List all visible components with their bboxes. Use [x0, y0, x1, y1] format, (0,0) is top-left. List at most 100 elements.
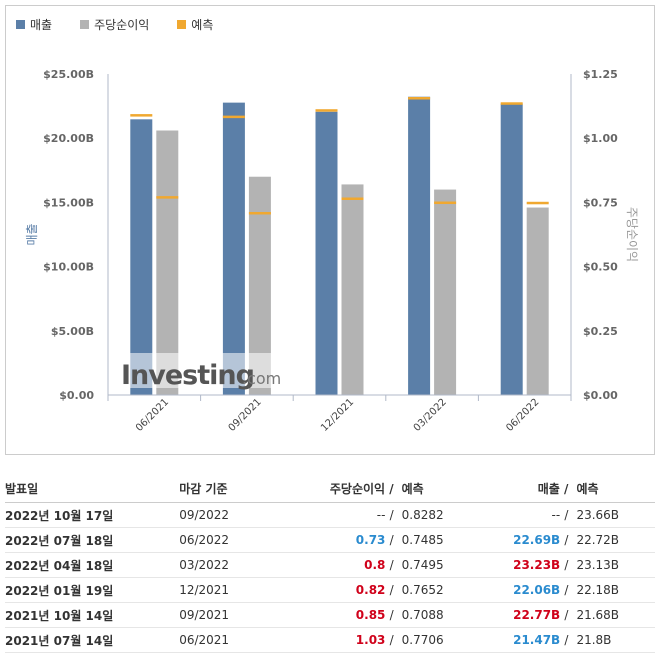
eps-actual-value: 1.03: [355, 633, 386, 647]
legend-swatch-forecast: [177, 19, 187, 29]
revenue-forecast-mark: [130, 114, 153, 117]
cell-revenue: -- /: [475, 502, 569, 528]
legend-label-forecast: 예측: [191, 17, 214, 32]
revenue-slash: /: [564, 583, 569, 597]
revenue-bar: [222, 102, 245, 395]
revenue-slash: /: [564, 608, 569, 622]
legend-swatch-eps: [80, 19, 90, 29]
earnings-chart: $0.00 $5.00B $10.00B $15.00B $20.00B $25.00B $…: [25, 68, 639, 434]
revenue-bar: [315, 111, 338, 395]
eps-forecast-mark: [156, 196, 179, 199]
cell-revenue: 23.23B /: [475, 552, 569, 578]
eps-bar: [248, 176, 271, 395]
chart-legend: 매출 주당순이익 예측: [16, 14, 213, 34]
cell-period: 03/2022: [179, 552, 297, 578]
cell-release-date: 2022년 07월 18일: [5, 527, 180, 553]
col-header-eps-label: 주당순이익: [329, 481, 386, 496]
col-header-period[interactable]: 마감 기준: [179, 474, 297, 503]
eps-actual-value: 0.8: [364, 558, 386, 572]
earnings-chart-panel: 매출 주당순이익 예측 $0.00 $5.00B $10.00B $15.00B $20…: [5, 5, 655, 455]
revenue-actual-value: --: [551, 508, 561, 522]
cell-release-date: 2022년 01월 19일: [5, 577, 180, 603]
cell-period: 06/2022: [179, 527, 297, 553]
col-header-eps-forecast[interactable]: 예측: [393, 474, 476, 503]
col-header-revenue[interactable]: 매출 /: [475, 474, 569, 503]
legend-item-forecast[interactable]: 예측: [177, 16, 213, 33]
category-tick-label: 09/2021: [227, 397, 264, 434]
eps-slash: /: [389, 508, 394, 522]
category-tick-label: 06/2021: [134, 397, 171, 434]
table-row: 2022년 07월 18일 06/2022 0.73 /0.7485 22.69B /…: [5, 527, 655, 553]
category-tick-label: 06/2022: [504, 397, 541, 434]
eps-forecast-mark: [434, 201, 457, 205]
cell-eps: 0.85 /: [296, 602, 394, 628]
cell-period: 09/2021: [179, 602, 297, 628]
left-tick-label: $5.00B: [51, 325, 94, 338]
revenue-bar: [130, 119, 153, 396]
watermark-brand: Investing: [121, 360, 254, 391]
cell-revenue-forecast: 23.66B: [568, 502, 655, 528]
watermark-backdrop: [114, 353, 272, 388]
earnings-table: 발표일 마감 기준 주당순이익 / 예측 매출 / 예측 2022년 10월 1…: [5, 474, 655, 653]
right-tick-label: $0.25: [583, 325, 618, 338]
col-header-eps[interactable]: 주당순이익 /: [296, 474, 394, 503]
revenue-forecast-mark: [315, 109, 338, 112]
category-tick-label: 12/2021: [319, 397, 356, 434]
eps-forecast-mark: [248, 211, 271, 215]
revenue-actual-value: 22.06B: [513, 583, 561, 597]
cell-revenue-forecast: 22.18B: [568, 577, 655, 603]
eps-actual-value: 0.82: [355, 583, 386, 597]
cell-eps: -- /: [296, 502, 394, 528]
right-tick-label: $0.75: [583, 196, 618, 209]
cell-eps: 0.73 /: [296, 527, 394, 553]
eps-actual-value: 0.85: [355, 608, 386, 622]
revenue-bar: [500, 103, 523, 395]
cell-revenue: 22.06B /: [475, 577, 569, 603]
cell-revenue-forecast: 21.68B: [568, 602, 655, 628]
cell-release-date: 2022년 10월 17일: [5, 502, 180, 528]
eps-forecast-mark: [341, 197, 364, 200]
revenue-slash: /: [564, 558, 569, 572]
watermark-suffix: .com: [242, 369, 281, 388]
revenue-actual-value: 22.77B: [513, 608, 561, 622]
revenue-forecast-mark: [222, 115, 245, 119]
left-tick-label: $0.00: [59, 389, 94, 402]
col-header-revenue-forecast[interactable]: 예측: [568, 474, 655, 503]
right-axis-title: 주당순이익: [625, 207, 639, 262]
eps-slash: /: [389, 558, 394, 572]
eps-forecast-mark: [526, 201, 549, 205]
table-row: 2021년 10월 14일 09/2021 0.85 /0.7088 22.77B /…: [5, 602, 655, 628]
table-header-row: 발표일 마감 기준 주당순이익 / 예측 매출 / 예측: [5, 474, 655, 503]
legend-item-revenue[interactable]: 매출: [16, 16, 52, 33]
revenue-actual-value: 21.47B: [513, 633, 561, 647]
cell-eps-forecast: 0.8282: [393, 502, 476, 528]
cell-revenue-forecast: 22.72B: [568, 527, 655, 553]
cell-eps: 0.82 /: [296, 577, 394, 603]
col-header-date[interactable]: 발표일: [5, 474, 180, 503]
cell-eps-forecast: 0.7485: [393, 527, 476, 553]
table-row: 2022년 01월 19일 12/2021 0.82 /0.7652 22.06B /…: [5, 577, 655, 603]
cell-eps-forecast: 0.7088: [393, 602, 476, 628]
revenue-actual-value: 22.69B: [513, 533, 561, 547]
eps-actual-value: --: [376, 508, 386, 522]
cell-release-date: 2021년 10월 14일: [5, 602, 180, 628]
eps-slash: /: [389, 533, 394, 547]
col-header-revenue-slash: /: [564, 481, 569, 496]
right-tick-label: $1.00: [583, 132, 618, 145]
revenue-bar: [408, 96, 431, 395]
cell-revenue-forecast: 23.13B: [568, 552, 655, 578]
right-tick-label: $0.00: [583, 389, 618, 402]
eps-slash: /: [389, 633, 394, 647]
eps-slash: /: [389, 608, 394, 622]
legend-label-eps: 주당순이익: [94, 17, 150, 32]
right-tick-label: $1.25: [583, 68, 618, 81]
revenue-slash: /: [564, 633, 569, 647]
cell-revenue: 22.69B /: [475, 527, 569, 553]
cell-release-date: 2022년 04월 18일: [5, 552, 180, 578]
legend-label-revenue: 매출: [30, 17, 53, 32]
left-axis-title: 매출: [25, 223, 39, 245]
cell-period: 09/2022: [179, 502, 297, 528]
legend-item-eps[interactable]: 주당순이익: [80, 16, 149, 33]
revenue-forecast-mark: [500, 102, 523, 105]
left-tick-label: $25.00B: [43, 68, 94, 81]
